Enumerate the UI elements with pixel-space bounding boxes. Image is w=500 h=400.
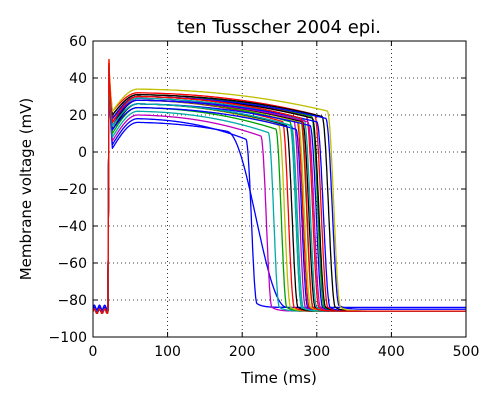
x-tick-label: 100	[154, 344, 181, 360]
y-tick-label: 20	[69, 108, 87, 124]
x-tick-label: 300	[303, 344, 330, 360]
x-tick-label: 200	[229, 344, 256, 360]
y-axis-label: Membrane voltage (mV)	[17, 98, 35, 281]
y-tick-label: −100	[49, 330, 87, 346]
x-tick-label: 0	[89, 344, 98, 360]
y-tick-label: −80	[57, 293, 87, 309]
y-tick-label: −60	[57, 256, 87, 272]
chart-title: ten Tusscher 2004 epi.	[177, 17, 381, 38]
voltage-trace-29	[93, 58, 466, 314]
y-axis-ticks: −100 −80 −60 −40 −20 0 20 40 60	[49, 34, 466, 346]
voltage-trace-28	[93, 68, 466, 314]
y-tick-label: −20	[57, 182, 87, 198]
voltage-traces	[93, 58, 466, 314]
y-tick-label: 40	[69, 71, 87, 87]
x-axis-label: Time (ms)	[240, 369, 317, 387]
y-tick-label: 0	[78, 145, 87, 161]
y-tick-label: 60	[69, 34, 87, 50]
x-tick-label: 400	[378, 344, 405, 360]
x-axis-ticks: 0 100 200 300 400 500	[89, 41, 480, 360]
x-tick-label: 500	[453, 344, 480, 360]
y-tick-label: −40	[57, 219, 87, 235]
